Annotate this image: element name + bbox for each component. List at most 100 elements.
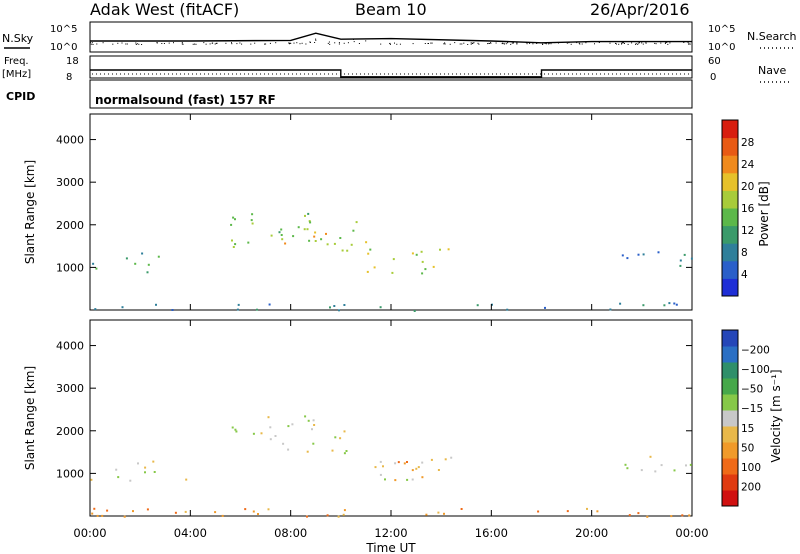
nsky-sample [315, 38, 317, 40]
nsky-sample [380, 43, 382, 45]
power-colorbar-tick: 20 [741, 181, 754, 193]
noise-tick-right-bottom: 10^0 [708, 42, 735, 53]
nsky-sample [542, 43, 544, 45]
power-colorbar-segment [722, 172, 738, 191]
velocity-cell [184, 510, 187, 513]
velocity-cell [437, 511, 440, 514]
nsky-sample [181, 42, 183, 44]
nsky-sample [389, 43, 391, 45]
nsky-sample [631, 42, 633, 44]
nsky-sample [495, 42, 497, 44]
nsky-sample [195, 43, 197, 45]
power-colorbar-tick: 28 [741, 137, 754, 149]
velocity-colorbar-segment [722, 426, 738, 443]
nsky-sample [501, 43, 503, 45]
power-cell [236, 308, 239, 311]
nsky-sample [399, 43, 401, 45]
velocity-cell [129, 479, 132, 482]
velocity-colorbar: −200 −100 −50 −15 15 50 100 200 [721, 329, 770, 507]
nsky-sample [618, 43, 620, 45]
velocity-cell [312, 442, 315, 445]
nsky-sample [461, 43, 463, 45]
nsky-sample [347, 42, 349, 44]
velocity-colorbar-tick: −100 [741, 364, 770, 376]
power-cell [346, 249, 349, 252]
velocity-colorbar-segment [722, 458, 738, 475]
nsky-sample [507, 42, 509, 44]
power-cell [421, 260, 424, 263]
x-tick-label: 04:00 [174, 526, 207, 540]
power-colorbar-tick: 16 [741, 203, 755, 215]
velocity-colorbar-segment [722, 330, 738, 347]
power-cell [476, 304, 479, 307]
nsky-sample [216, 42, 218, 44]
power-cell [250, 219, 253, 222]
power-cell [155, 303, 157, 306]
velocity-cell [269, 426, 272, 429]
velocity-cell [287, 448, 290, 451]
power-cell [237, 303, 240, 306]
velocity-cell [443, 512, 445, 515]
power-cell [171, 309, 174, 311]
nsky-sample [431, 42, 433, 44]
velocity-cell [411, 478, 414, 481]
nsky-sample [528, 42, 530, 44]
nsky-sample [568, 42, 570, 44]
nsky-sample [449, 43, 451, 45]
nsky-sample [621, 43, 623, 45]
velocity-panel [89, 319, 693, 517]
velocity-colorbar-frame [721, 329, 739, 507]
power-cell [413, 310, 416, 312]
velocity-cell [444, 458, 447, 461]
nsky-sample [211, 42, 213, 44]
time-x-ticks: 00:00 04:00 08:00 12:00 16:00 20:00 00:00 [73, 114, 709, 540]
nsky-sample [627, 43, 629, 45]
power-cell [338, 309, 340, 312]
power-cell [447, 248, 450, 251]
velocity-cell [425, 513, 428, 516]
nsky-sample [516, 43, 518, 45]
nsky-sample [621, 42, 623, 44]
velocity-cell [252, 432, 255, 435]
power-y-ticks: 1000 2000 3000 4000 [56, 134, 692, 274]
power-cell [314, 231, 317, 234]
nsky-sample [241, 43, 243, 45]
nsky-sample [639, 42, 640, 44]
velocity-colorbar-label: Velocity [m s⁻¹] [769, 369, 783, 462]
nsky-sample [526, 43, 528, 45]
velocity-cell [537, 510, 540, 513]
power-cell [673, 302, 676, 305]
power-ytick-label: 4000 [56, 134, 84, 147]
power-cell [230, 223, 233, 226]
power-cell [251, 222, 254, 225]
power-data [92, 212, 693, 312]
freq-label: Freq. [4, 56, 29, 67]
velocity-cell [282, 442, 285, 445]
velocity-cell [274, 435, 277, 437]
nsky-sample [163, 43, 165, 44]
nsky-sample [430, 42, 432, 44]
velocity-colorbar-segment [722, 378, 738, 395]
nsky-sample [209, 43, 211, 45]
velocity-cell [382, 465, 384, 468]
nsky-sample [443, 43, 445, 45]
velocity-cell [637, 512, 640, 515]
nsky-sample [473, 42, 475, 44]
velocity-cell [106, 509, 109, 512]
power-cell [352, 229, 355, 232]
nsky-sample [444, 42, 446, 44]
nsky-sample [181, 43, 183, 45]
nsky-sample [192, 43, 194, 45]
power-cell [642, 253, 645, 256]
velocity-cell [421, 461, 424, 464]
nsky-sample [532, 43, 534, 45]
power-cell [355, 221, 358, 224]
velocity-cell [343, 452, 346, 455]
velocity-cell [339, 437, 342, 440]
nsky-sample [182, 43, 184, 45]
velocity-cell [331, 449, 334, 452]
nsearch-label: N.Search [747, 30, 797, 43]
nsky-sample [203, 42, 205, 44]
nsky-sample [343, 42, 345, 44]
nsky-sample [353, 38, 354, 40]
